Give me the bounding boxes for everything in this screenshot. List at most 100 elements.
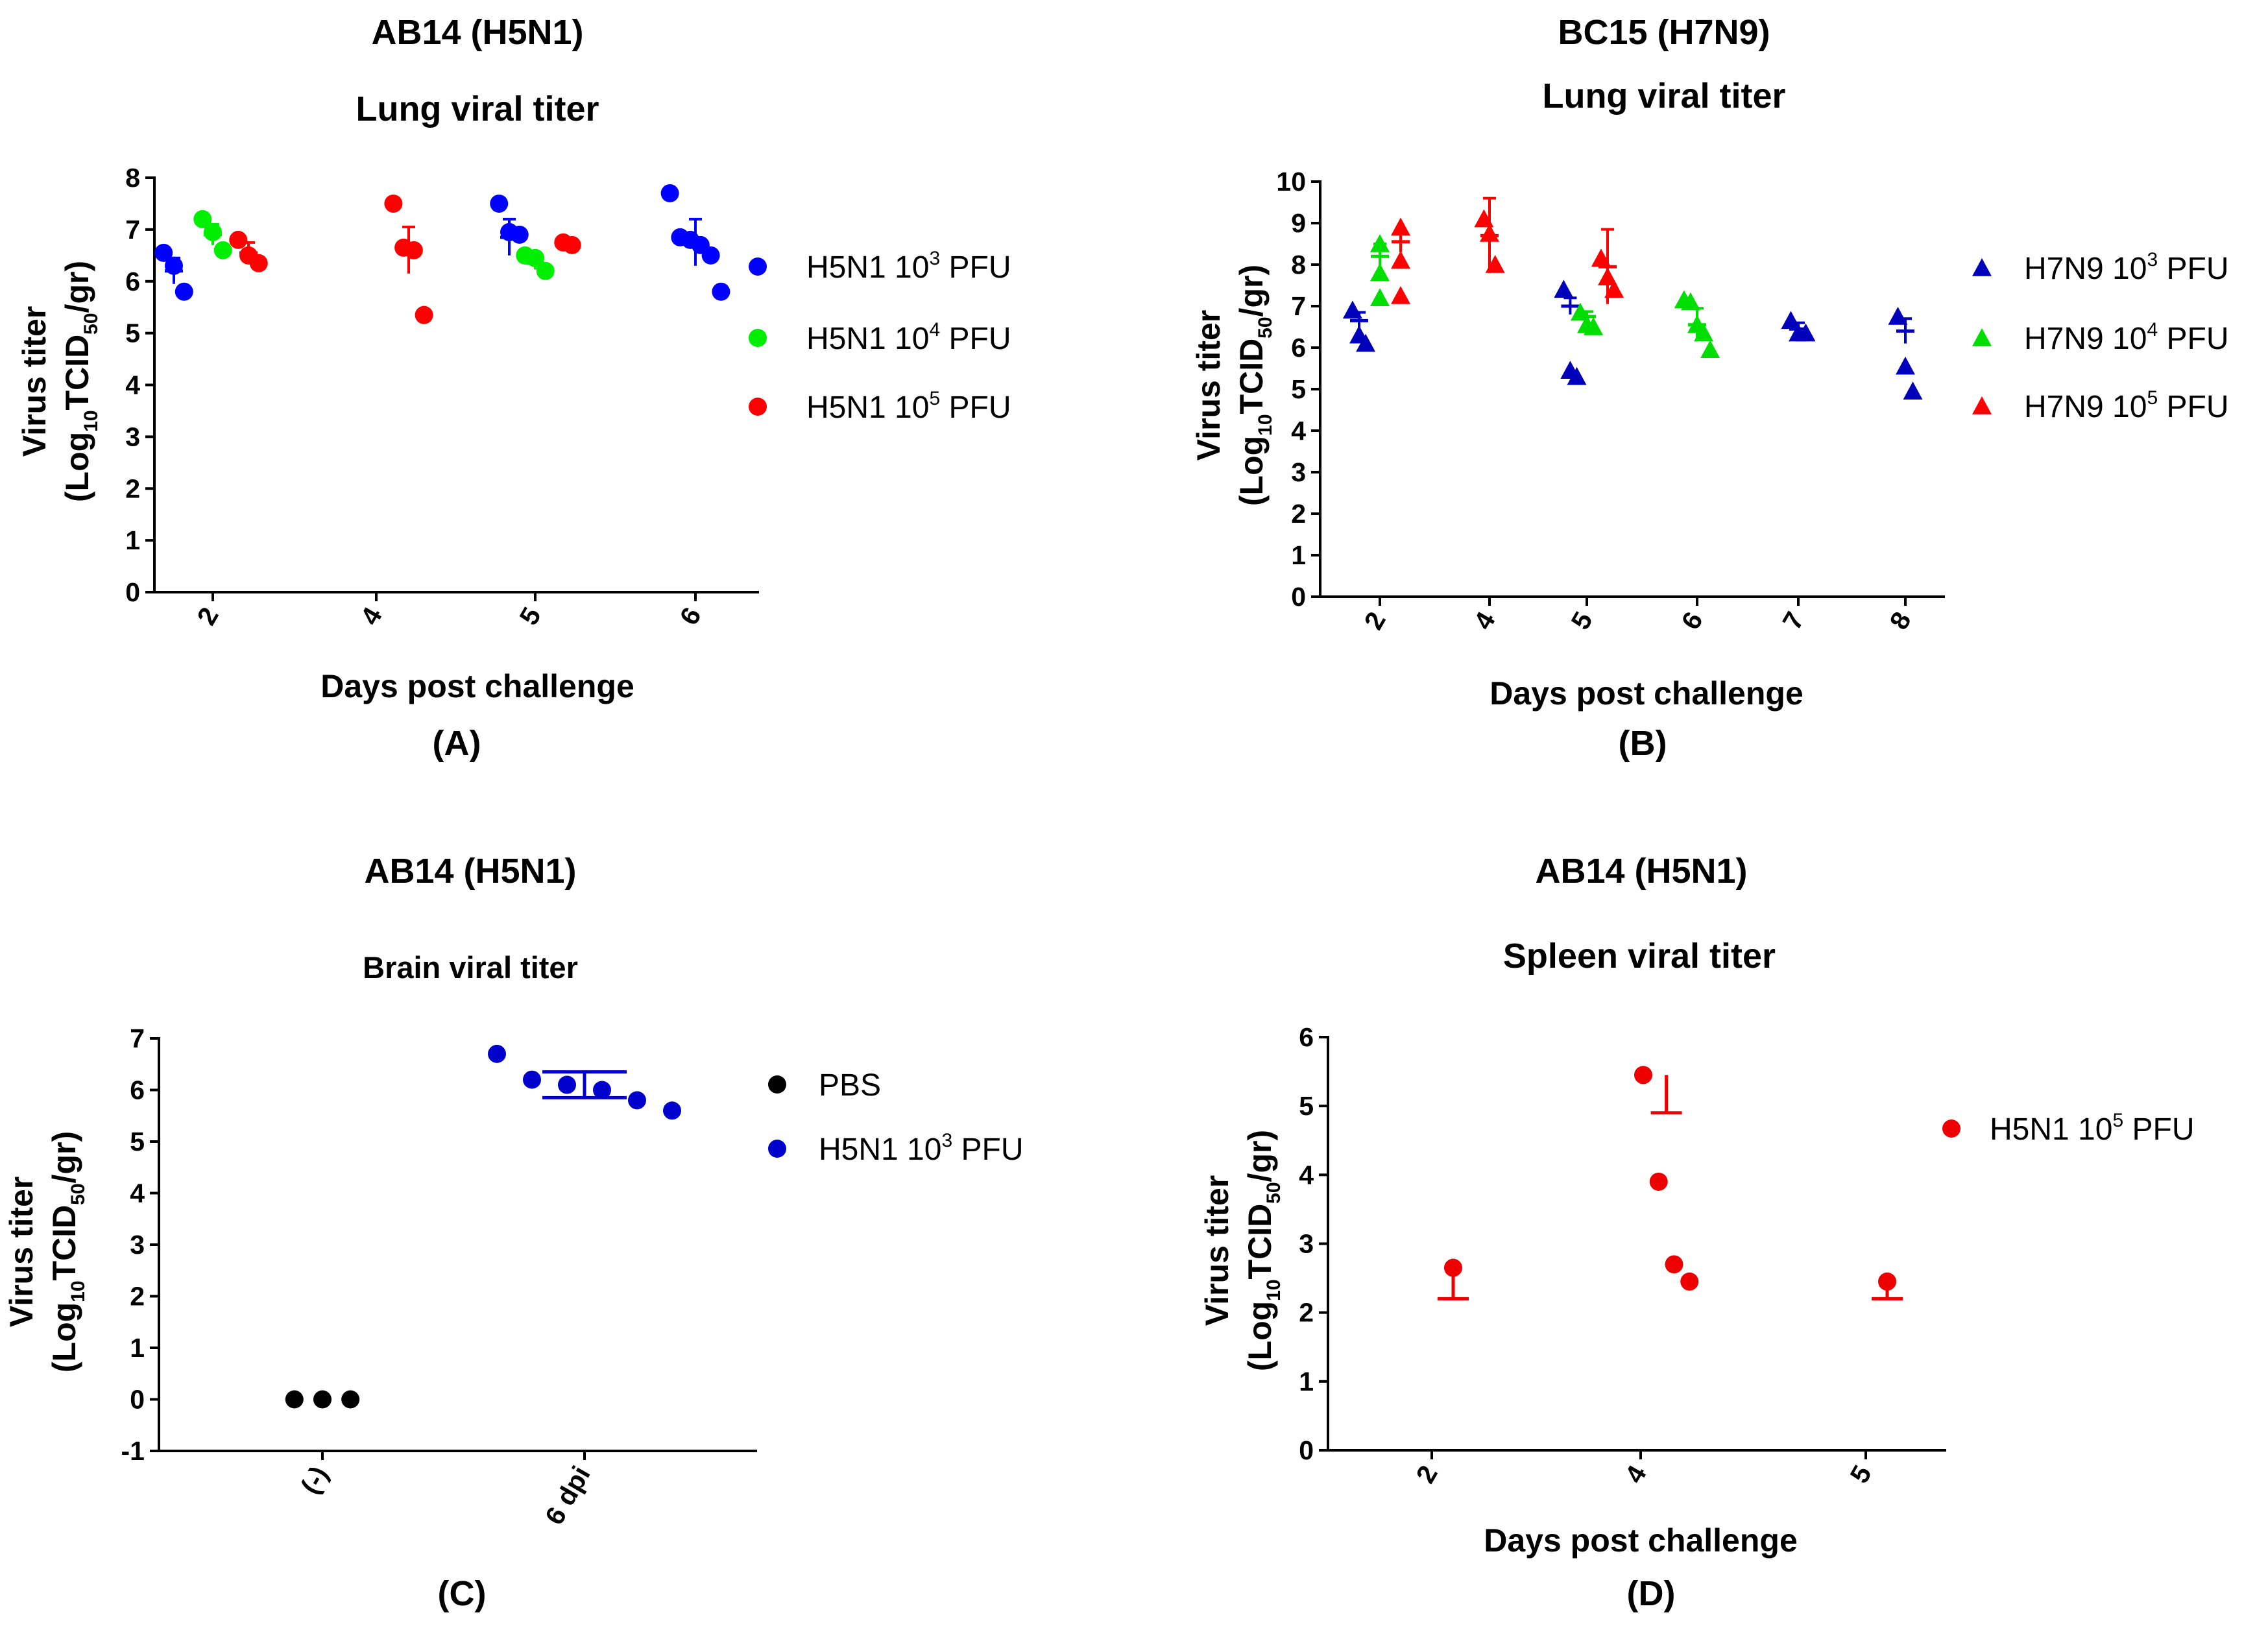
x-tick-label: 4 (1468, 606, 1501, 634)
data-point (1781, 311, 1801, 329)
legend-marker (749, 329, 767, 347)
chart-title: AB14 (H5N1) (371, 13, 583, 52)
chart-subtitle: Lung viral titer (356, 90, 599, 128)
data-point (1591, 248, 1611, 267)
y-axis-label: Virus titer (1199, 1175, 1235, 1326)
legend-label-text: PFU (940, 322, 1011, 356)
data-point (1554, 280, 1574, 298)
y-axis-label-part: TCID (1242, 1204, 1278, 1280)
data-point (1796, 323, 1816, 342)
data-point (1888, 307, 1908, 325)
legend-label-text: H7N9 10 (2024, 390, 2147, 424)
legend-marker (768, 1075, 786, 1094)
data-point (1665, 1255, 1683, 1274)
y-tick-label: 1 (130, 1333, 145, 1363)
data-point (229, 230, 248, 249)
y-axis-label-part: /gr) (1242, 1130, 1278, 1182)
data-point (628, 1091, 646, 1110)
y-tick-label: 2 (1291, 499, 1306, 529)
y-tick-label: 0 (130, 1385, 145, 1415)
x-axis-label: Days post challenge (320, 668, 634, 704)
y-axis-label-part: (Log (46, 1302, 82, 1372)
y-tick-label: 6 (1299, 1022, 1314, 1052)
legend-label-text: PFU (952, 1132, 1023, 1167)
x-tick-label: 2 (1358, 607, 1392, 635)
y-axis-label-units: (Log10TCID50/gr) (46, 1131, 89, 1372)
panel-label: (D) (1627, 1574, 1676, 1613)
legend-marker (749, 398, 767, 416)
y-tick-label: -1 (121, 1436, 145, 1466)
data-point (1903, 381, 1923, 400)
y-tick-label: 3 (125, 422, 140, 451)
y-tick-label: 4 (130, 1179, 145, 1208)
chart-subtitle: Lung viral titer (1542, 77, 1785, 115)
y-axis-label-part: TCID (1233, 339, 1270, 414)
data-point (1356, 333, 1376, 352)
legend-label: H5N1 105 PFU (806, 388, 1011, 425)
legend-marker (1972, 396, 1992, 414)
y-tick-label: 7 (130, 1023, 145, 1053)
y-tick-label: 6 (125, 267, 140, 296)
data-point (1567, 366, 1587, 385)
y-tick-label: 8 (1291, 250, 1306, 280)
y-axis-label-part: TCID (46, 1205, 82, 1281)
data-point (1680, 292, 1700, 311)
data-point (488, 1044, 506, 1063)
y-axis-label-part: (Log (1242, 1301, 1278, 1371)
data-point (1391, 286, 1410, 304)
legend-label: H7N9 103 PFU (2024, 249, 2228, 286)
x-tick-label: 4 (1619, 1460, 1652, 1488)
legend-label-text: H5N1 10 (819, 1132, 941, 1167)
y-axis-label-subscript: 10 (80, 410, 102, 431)
panel-a: AB14 (H5N1) Lung viral titer 0 1 2 3 4 5 6 7 8 2 4 5 6… (16, 13, 1011, 763)
data-point (1342, 300, 1362, 319)
chart-title: AB14 (H5N1) (364, 852, 576, 891)
legend-label-superscript: 5 (2147, 387, 2158, 409)
y-axis-label-units: (Log10TCID50/gr) (1242, 1130, 1285, 1371)
x-tick-label: 6 (674, 603, 707, 630)
panel-label: (C) (438, 1574, 487, 1613)
y-tick-label: 5 (1291, 374, 1306, 404)
data-point (660, 184, 679, 202)
panel-label: (A) (433, 724, 481, 763)
data-point (593, 1081, 611, 1099)
data-point (313, 1390, 332, 1409)
legend-label-superscript: 3 (2147, 249, 2158, 270)
y-tick-label: 1 (1291, 540, 1306, 570)
y-axis-label-part: (Log (59, 432, 95, 502)
legend-label: H5N1 105 PFU (1990, 1110, 2194, 1147)
data-point (1634, 1066, 1652, 1084)
data-point (1680, 1272, 1699, 1291)
legend-label-text: PFU (2158, 322, 2228, 356)
data-point (490, 194, 509, 213)
y-axis-label-subscript: 50 (67, 1183, 89, 1204)
x-tick-label: 4 (355, 602, 388, 630)
y-tick-label: 5 (1299, 1091, 1314, 1121)
legend-label-superscript: 5 (2112, 1110, 2123, 1131)
y-axis-label-subscript: 10 (1255, 414, 1276, 435)
chart-title: AB14 (H5N1) (1535, 852, 1747, 891)
legend-label-text: H7N9 10 (2024, 322, 2147, 356)
data-point (712, 282, 730, 301)
y-tick-label: 2 (125, 473, 140, 503)
y-tick-label: 3 (1291, 457, 1306, 487)
legend-label: H5N1 104 PFU (806, 319, 1011, 356)
legend-label: H7N9 105 PFU (2024, 387, 2228, 424)
y-axis-label-subscript: 50 (1263, 1182, 1285, 1203)
y-tick-label: 3 (130, 1230, 145, 1260)
data-point (213, 241, 232, 259)
y-tick-label: 4 (1299, 1160, 1314, 1190)
y-tick-label: 1 (1299, 1367, 1314, 1396)
x-tick-label: 7 (1777, 607, 1810, 635)
y-axis-label: Virus titer (16, 306, 53, 457)
y-tick-label: 0 (1299, 1435, 1314, 1465)
data-point (1391, 250, 1410, 269)
chart-subtitle: Brain viral titer (363, 950, 578, 985)
y-tick-label: 2 (1299, 1298, 1314, 1328)
x-tick-label: 6 dpi (539, 1461, 596, 1530)
data-point (415, 305, 433, 324)
legend-marker (749, 257, 767, 276)
data-point (175, 282, 193, 301)
y-axis-label-part: TCID (59, 335, 95, 411)
legend-label-text: PFU (2158, 252, 2228, 286)
